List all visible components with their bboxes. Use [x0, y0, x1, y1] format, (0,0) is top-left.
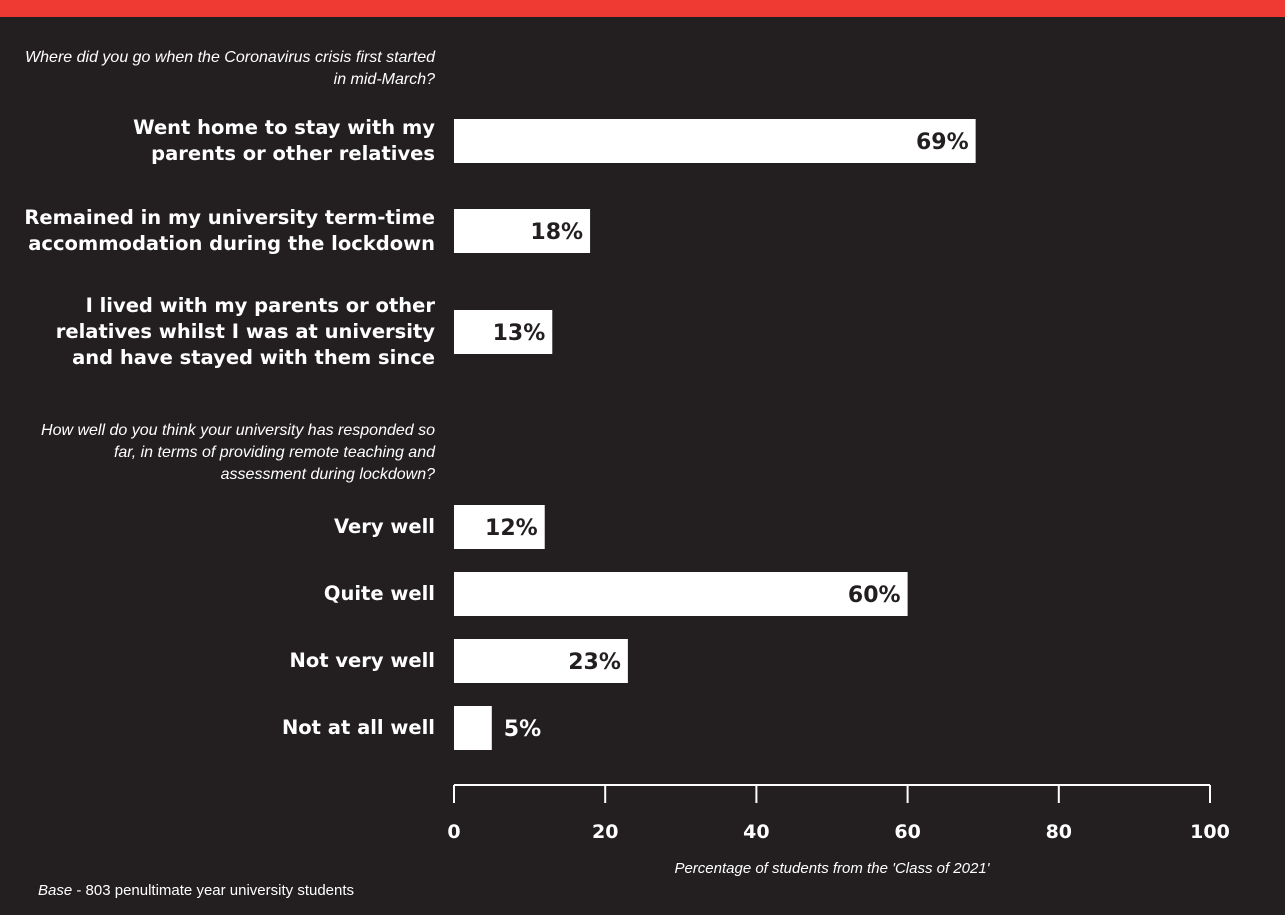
bar: [454, 706, 492, 750]
bar-value-label: 60%: [848, 583, 901, 608]
bar-value-label: 18%: [530, 220, 583, 245]
category-label: Very well: [334, 515, 435, 538]
bar: [454, 310, 553, 354]
x-tick-label: 100: [1190, 821, 1230, 843]
bar: [454, 505, 545, 549]
bar-value-label: 5%: [504, 717, 541, 742]
bar-value-label: 69%: [916, 130, 969, 155]
category-label: Went home to stay with my parents or othe…: [133, 116, 435, 165]
x-tick-label: 20: [592, 821, 618, 843]
base-note: Base - 803 penultimate year university s…: [38, 882, 354, 899]
x-tick-label: 80: [1046, 821, 1072, 843]
question-how-well-responded: How well do you think your university ha…: [41, 422, 435, 483]
x-tick-label: 60: [894, 821, 920, 843]
category-label: Not very well: [289, 649, 436, 672]
category-label: Remained in my university term-time accom…: [24, 206, 435, 255]
question-where-did-you-go: Where did you go when the Coronavirus cr…: [25, 49, 435, 88]
x-axis-title: Percentage of students from the 'Class o…: [674, 860, 990, 877]
bar: [454, 119, 976, 163]
bar-value-label: 13%: [493, 321, 546, 346]
bar: [454, 639, 628, 683]
base-note-label: Base: [38, 882, 73, 899]
category-label: Quite well: [323, 582, 435, 605]
top-accent-stripe: [0, 0, 1285, 17]
bar: [454, 209, 591, 253]
category-label: Not at all well: [281, 716, 435, 739]
x-tick-label: 0: [447, 821, 460, 843]
bar-value-label: 12%: [485, 516, 538, 541]
bar-value-label: 23%: [568, 650, 621, 675]
x-tick-label: 40: [743, 821, 769, 843]
category-label: I lived with my parents or other relative…: [55, 294, 435, 369]
base-note-text: - 803 penultimate year university studen…: [72, 882, 355, 899]
bar: [454, 572, 908, 616]
